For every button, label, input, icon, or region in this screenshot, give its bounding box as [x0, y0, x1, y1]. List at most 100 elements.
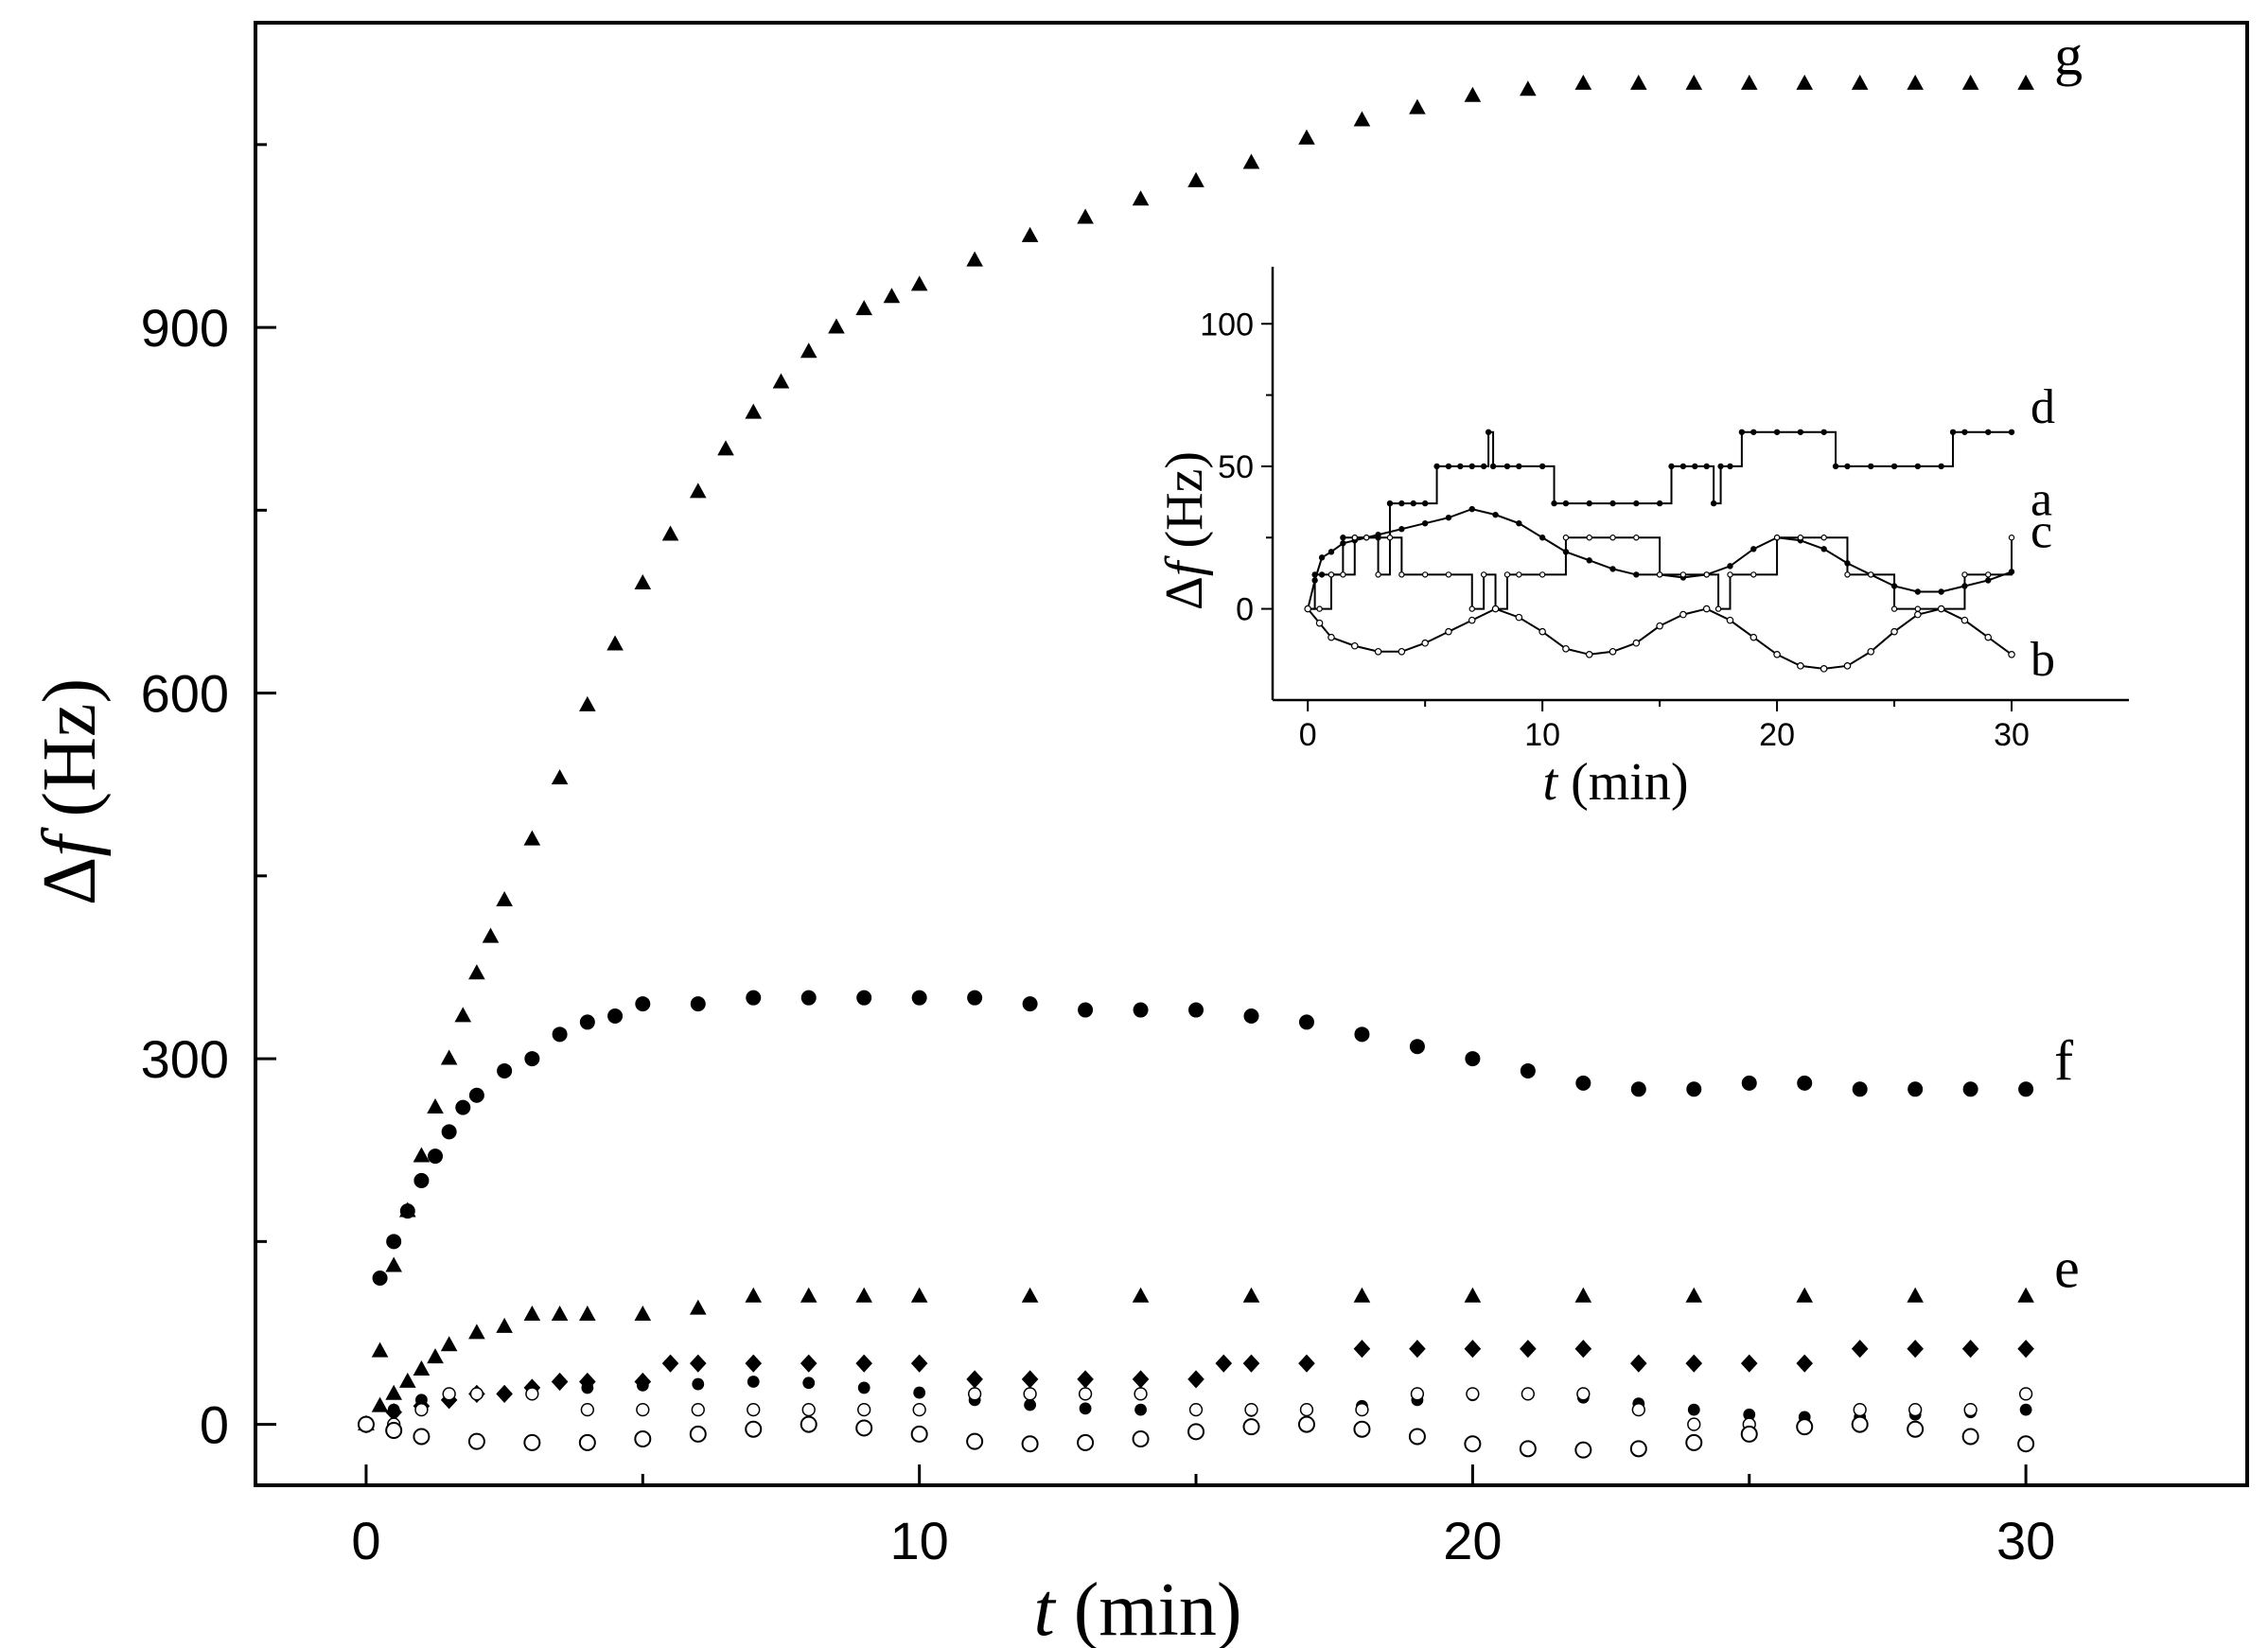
data-point — [1685, 1287, 1703, 1303]
data-point — [855, 1419, 873, 1437]
inset-data-point — [1632, 639, 1641, 647]
data-point — [1630, 1354, 1647, 1373]
data-point — [1242, 153, 1260, 169]
data-point — [1023, 1387, 1037, 1401]
inset-data-point — [1692, 463, 1698, 470]
inset-data-point — [1492, 511, 1499, 518]
inset-data-point — [1702, 605, 1711, 613]
data-point — [580, 1402, 594, 1417]
inset-data-point — [1609, 566, 1616, 572]
data-point — [1519, 1440, 1537, 1458]
data-point — [1796, 1418, 1814, 1436]
inset-data-point — [1820, 535, 1827, 541]
data-point — [496, 1317, 513, 1333]
inset-data-point — [1726, 616, 1734, 624]
data-point — [1464, 1435, 1482, 1453]
data-point — [636, 1402, 650, 1417]
data-point — [1464, 1340, 1482, 1359]
data-point — [523, 1433, 541, 1451]
series-d — [358, 1340, 2034, 1434]
x-axis-title: t (min) — [1034, 1569, 1242, 1648]
data-point — [634, 1306, 652, 1322]
data-point — [524, 1051, 540, 1067]
inset-data-point — [1703, 463, 1710, 470]
data-point — [2018, 1081, 2034, 1097]
data-point — [636, 1378, 649, 1392]
inset-data-point — [1656, 500, 1663, 507]
main-plot-frame — [254, 21, 2249, 1487]
inset-data-point — [2008, 650, 2015, 658]
data-point — [745, 1354, 763, 1373]
data-point — [2017, 74, 2034, 90]
data-point — [1134, 1387, 1148, 1401]
data-point — [913, 1386, 926, 1399]
inset-data-point — [1386, 535, 1394, 541]
data-point — [1077, 1370, 1094, 1389]
data-point — [910, 1287, 928, 1303]
data-point — [635, 996, 651, 1012]
data-point — [468, 1087, 484, 1103]
data-point — [371, 1396, 389, 1412]
inset-data-point — [1398, 526, 1405, 533]
data-point — [1132, 190, 1150, 206]
data-point — [1630, 74, 1647, 90]
data-point — [1021, 1435, 1039, 1453]
data-point — [966, 1432, 984, 1450]
data-point — [551, 769, 569, 785]
data-point — [1355, 1402, 1369, 1417]
inset-data-point — [1445, 514, 1452, 521]
inset-data-point — [1985, 571, 1992, 578]
data-point — [1630, 1081, 1646, 1097]
inset-x-tick-label: 0 — [1299, 717, 1317, 753]
data-point — [1851, 1415, 1869, 1433]
inset-data-point — [1489, 463, 1497, 470]
data-point — [883, 288, 901, 304]
data-point — [1243, 1008, 1259, 1024]
inset-data-point — [1938, 463, 1944, 470]
data-point — [911, 990, 927, 1006]
data-point — [1188, 1002, 1204, 1018]
data-point — [1409, 98, 1426, 114]
data-point — [800, 342, 818, 359]
inset-data-point — [1515, 613, 1523, 622]
inset-data-point — [1350, 641, 1359, 650]
inset-data-point — [1668, 463, 1675, 470]
inset-y-tick-label: 50 — [1218, 449, 1254, 485]
y-tick-label: 0 — [200, 1395, 229, 1455]
data-point — [2018, 1387, 2033, 1401]
inset-data-point — [1421, 519, 1429, 527]
x-tick-label: 20 — [1443, 1511, 1502, 1570]
inset-data-point — [1773, 429, 1781, 435]
inset-data-point — [1516, 519, 1522, 527]
data-point — [1741, 1075, 1757, 1091]
data-point — [1021, 226, 1039, 242]
inset-data-point — [1480, 463, 1487, 470]
data-point — [441, 1124, 457, 1140]
data-point — [1353, 111, 1371, 127]
data-point — [855, 1287, 872, 1303]
data-point — [1740, 74, 1758, 90]
inset-data-point — [1949, 429, 1957, 435]
data-point — [1079, 1402, 1092, 1415]
inset-y-axis-title: Δf (Hz) — [1155, 451, 1214, 610]
data-point — [497, 1062, 513, 1078]
data-point — [747, 1402, 761, 1417]
data-point — [966, 1370, 983, 1389]
inset-data-point — [1468, 616, 1476, 624]
data-point — [1520, 1062, 1536, 1078]
data-point — [552, 1026, 568, 1043]
data-point — [1132, 1430, 1150, 1448]
data-point — [1685, 1433, 1703, 1451]
inset-data-point — [2008, 535, 2015, 541]
data-point — [1907, 1340, 1924, 1359]
data-point — [1409, 1039, 1425, 1055]
data-point — [413, 1360, 431, 1376]
inset-data-point — [1318, 554, 1326, 561]
inset-data-point — [1890, 605, 1898, 612]
inset-data-point — [1363, 535, 1370, 541]
inset-data-point — [1703, 571, 1710, 578]
data-point — [1298, 1354, 1315, 1373]
inset-data-point — [1609, 647, 1617, 656]
y-axis-title: Δf (Hz) — [28, 678, 112, 905]
